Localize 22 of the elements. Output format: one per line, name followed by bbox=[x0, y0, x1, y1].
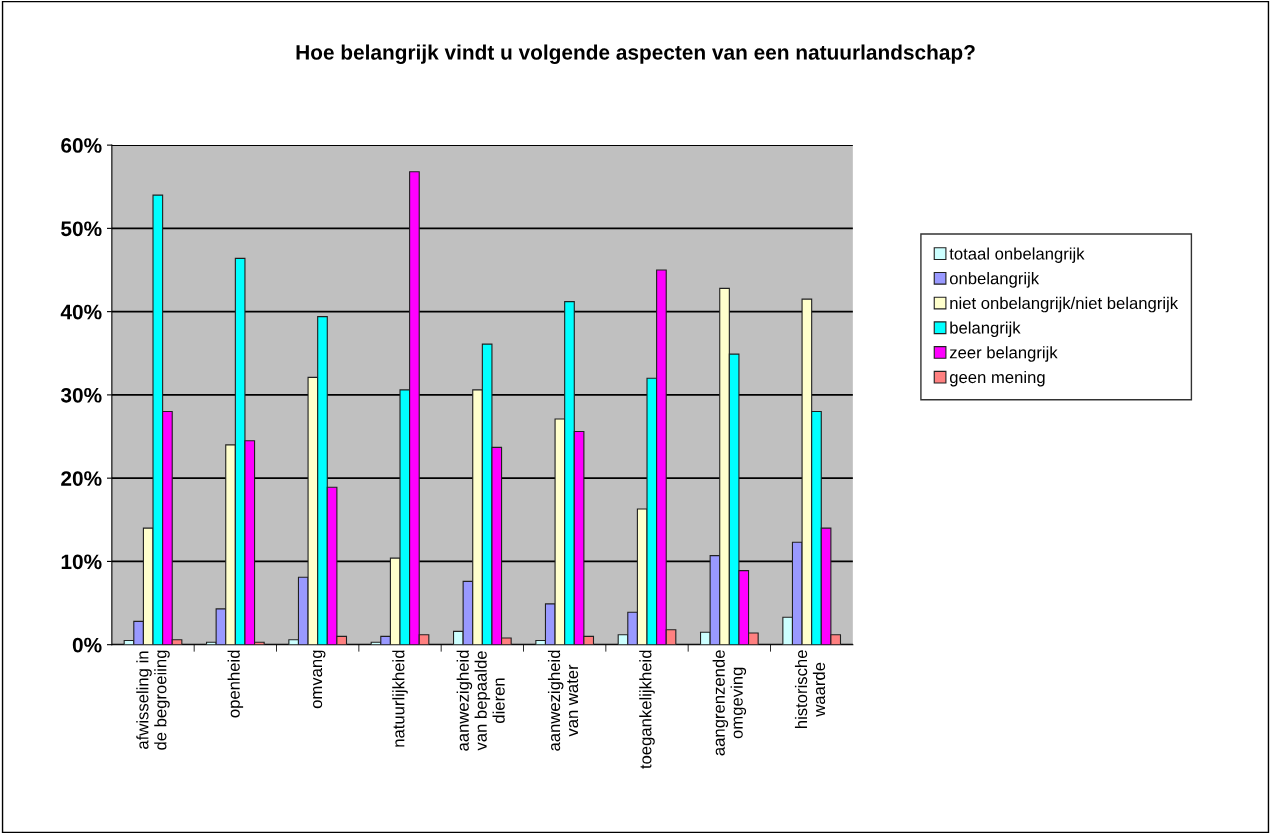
x-tick-label: toegankelijkheid bbox=[639, 650, 655, 769]
legend-label: zeer belangrijk bbox=[949, 346, 1058, 362]
y-tick-label: 50% bbox=[61, 221, 102, 237]
y-tick-label: 30% bbox=[60, 387, 102, 403]
y-tick-label: 10% bbox=[61, 554, 102, 570]
y-tick-label: 0% bbox=[72, 637, 102, 653]
x-tick-label: historische waarde bbox=[794, 650, 826, 729]
legend-label: niet onbelangrijk/niet belangrijk bbox=[950, 296, 1179, 313]
x-tick-label: afwisseling in de begroeiing bbox=[136, 650, 170, 750]
legend-label: totaal onbelangrijk bbox=[949, 247, 1085, 263]
legend-label: geen mening bbox=[949, 370, 1045, 387]
chart-title: Hoe belangrijk vindt u volgende aspecten van een natuurlandschap? bbox=[296, 44, 975, 64]
y-tick-label: 40% bbox=[60, 304, 102, 320]
y-tick-label: 20% bbox=[61, 471, 102, 486]
x-tick-label: openheid bbox=[227, 650, 244, 718]
legend-label: onbelangrijk bbox=[949, 272, 1040, 288]
x-tick-label: omvang bbox=[313, 650, 326, 709]
x-tick-label: aanwezigheid van bepaalde dieren bbox=[456, 650, 505, 751]
x-tick-label: natuurlijkheid bbox=[392, 650, 408, 747]
y-tick-label: 60% bbox=[61, 138, 102, 153]
legend-label: belangrijk bbox=[950, 321, 1021, 338]
x-tick-label: aangrenzende omgeving bbox=[712, 650, 747, 756]
